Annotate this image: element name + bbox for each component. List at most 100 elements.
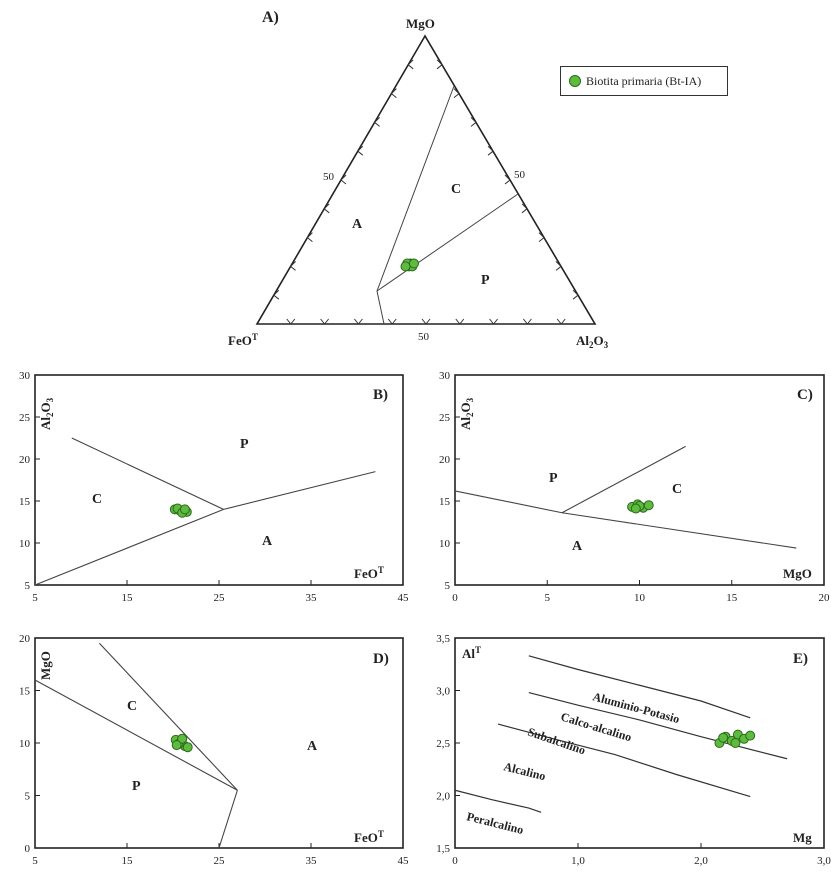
panel-d-title: D): [373, 651, 389, 667]
data-point: [643, 500, 654, 511]
ternary-tick: [306, 232, 313, 242]
data-point: [408, 258, 419, 269]
tick-50-right: 50: [514, 169, 526, 181]
panel-c-boundaries: [454, 445, 797, 549]
ternary-tick: [373, 117, 380, 127]
field-boundary: [561, 512, 797, 549]
x-tick-label: 35: [306, 855, 318, 867]
field-c-label-b: C: [92, 492, 102, 507]
y-tick-label: 20: [19, 633, 31, 645]
data-point: [400, 261, 411, 272]
y-tick-label: 5: [25, 791, 31, 803]
data-point: [630, 503, 641, 514]
data-point: [718, 732, 729, 743]
field-c-label-d: C: [127, 699, 137, 714]
ternary-tick: [521, 203, 528, 214]
panel-d-frame: [34, 637, 404, 849]
panel-b-xlabel: FeOT: [354, 565, 384, 581]
panel-e-title: E): [793, 651, 808, 667]
field-boundary: [34, 679, 238, 791]
x-tick-label: 5: [32, 592, 38, 604]
boundary-a-c: [376, 85, 455, 325]
panel-e: E) AlT Mg 0 1,0 2,0 3,0 1,5 2,0 2,5 3,0 3,5 Alum…: [436, 633, 831, 867]
apex-mgo-label: MgO: [406, 16, 435, 31]
ternary-tick: [523, 318, 532, 325]
panel-b-points: [169, 503, 192, 518]
panel-a-points: [400, 258, 419, 272]
y-tick-label: 10: [19, 538, 31, 550]
y-tick-label: 10: [19, 738, 31, 750]
panel-e-points: [714, 729, 756, 748]
x-tick-label: 45: [398, 855, 410, 867]
x-tick-label: 45: [398, 592, 410, 604]
panel-b-ticks: 5 15 25 35 45 5 10 15 20 25 30: [19, 370, 409, 604]
curve-subalcalino: [497, 723, 751, 798]
field-boundary: [561, 445, 686, 514]
field-a-label-c: A: [572, 539, 583, 554]
panel-c-xlabel: MgO: [783, 566, 812, 581]
data-point: [182, 742, 193, 753]
y-tick-label: 30: [19, 370, 31, 382]
ternary-tick: [556, 318, 566, 325]
field-a-label-d: A: [307, 739, 318, 754]
y-tick-label: 5: [25, 580, 31, 592]
ternary-tick: [407, 59, 414, 70]
panel-b-ylabel: Al2O3: [38, 397, 55, 430]
panel-e-ylabel: AlT: [462, 645, 481, 661]
y-tick-label: 2,0: [436, 791, 450, 803]
panel-c-title: C): [797, 387, 813, 403]
field-c-label-a: C: [451, 182, 461, 197]
tick-50-bottom: 50: [418, 331, 430, 343]
ternary-tick: [453, 88, 460, 98]
ternary-tick: [354, 318, 363, 325]
y-tick-label: 15: [439, 496, 451, 508]
x-tick-label: 25: [214, 592, 226, 604]
y-tick-label: 25: [439, 412, 451, 424]
panel-b-boundaries: [34, 437, 376, 586]
ternary-tick: [436, 59, 443, 70]
curve-label-peralcalino: Peralcalino: [465, 809, 525, 837]
curve-aluminio-potasio: [528, 655, 751, 719]
field-p-label-d: P: [132, 779, 141, 794]
ternary-tick: [357, 145, 364, 156]
ternary-tick: [455, 318, 465, 325]
x-tick-label: 20: [819, 592, 831, 604]
curve-label-subalcalino: Subalcalino: [526, 725, 587, 758]
panel-a-ternary: A) MgO FeOT Al2O3 50 50 50 A C P: [228, 9, 609, 350]
y-tick-label: 15: [19, 686, 31, 698]
curve-peralcalino: [454, 789, 542, 813]
ternary-tick: [504, 174, 511, 185]
curve-label-alcalino: Alcalino: [502, 759, 547, 783]
data-point: [177, 733, 188, 744]
ternary-frame: [255, 34, 597, 325]
legend-label: Biotita primaria (Bt-IA): [586, 73, 702, 88]
panel-c-ylabel: Al2O3: [458, 397, 475, 430]
x-tick-label: 5: [545, 592, 551, 604]
panel-d-points: [170, 733, 193, 753]
ternary-tick: [390, 88, 397, 98]
x-tick-label: 15: [726, 592, 738, 604]
field-boundary: [71, 437, 224, 510]
ternary-tick: [487, 145, 494, 156]
x-tick-label: 15: [122, 592, 134, 604]
tick-50-left: 50: [323, 171, 335, 183]
curve-label-aluminio-potasio: Aluminio-Potasio: [591, 689, 681, 726]
y-tick-label: 25: [19, 412, 31, 424]
ternary-tick: [387, 318, 397, 325]
legend-box: Biotita primaria (Bt-IA): [560, 66, 728, 96]
field-boundary: [34, 508, 224, 586]
ternary-tick: [421, 318, 431, 325]
y-tick-label: 20: [19, 454, 31, 466]
apex-al2o3-label: Al2O3: [576, 333, 609, 350]
panel-c-points: [627, 499, 654, 514]
data-point: [730, 738, 741, 748]
y-tick-label: 20: [439, 454, 451, 466]
ternary-tick: [470, 117, 477, 127]
x-tick-label: 0: [452, 855, 458, 867]
field-boundary: [98, 642, 238, 791]
ternary-tick: [320, 318, 329, 325]
field-a-label-a: A: [352, 217, 363, 232]
